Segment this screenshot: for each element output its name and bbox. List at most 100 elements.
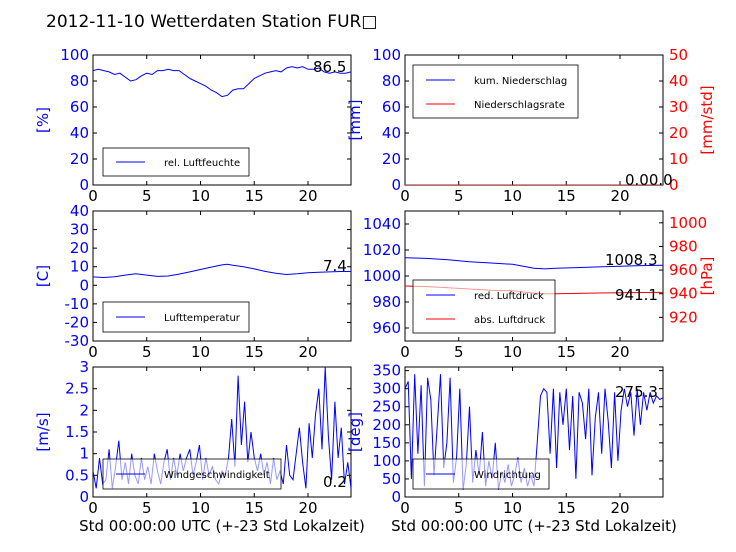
legend-box — [412, 279, 556, 334]
x-tick-label: 15 — [245, 499, 264, 517]
chart-panel-p5: 0 5 10 15 20 0 0.5 1 1.5 2 2.5 3 [m/s] Std 00:00:00 U… — [34, 358, 365, 535]
x-tick-label: 0 — [400, 499, 410, 517]
y2-tick-label: 0 — [669, 176, 679, 194]
y-tick-label: 150 — [372, 434, 401, 452]
x-tick-label: 20 — [298, 499, 317, 517]
value-annotation: 1008.3 — [605, 251, 658, 269]
value-annotation: 941.1 — [615, 286, 658, 304]
legend-box — [412, 64, 579, 119]
legend-label: rel. Luftfeuchte — [164, 158, 240, 169]
y2-tick-label: 1000 — [669, 214, 707, 232]
x-tick-label: 20 — [610, 499, 629, 517]
y2-tick-label: 10 — [669, 150, 688, 168]
x-tick-label: 10 — [503, 187, 522, 205]
y-tick-label: 20 — [70, 150, 89, 168]
y2-tick-label: 50 — [669, 46, 688, 64]
y-tick-label: 0 — [79, 176, 89, 194]
y-tick-label: 0.5 — [65, 466, 89, 484]
x-tick-label: 10 — [503, 499, 522, 517]
legend: rel. Luftfeuchte — [102, 147, 250, 177]
x-tick-label: 20 — [298, 187, 317, 205]
series-line — [405, 257, 663, 270]
y-tick-label: 0 — [79, 488, 89, 506]
x-tick-label: 5 — [454, 187, 464, 205]
x-tick-label: 15 — [557, 499, 576, 517]
y-tick-label: -10 — [65, 295, 90, 313]
x-tick-label: 10 — [503, 343, 522, 361]
x-tick-label: 5 — [142, 187, 152, 205]
y-tick-label: 60 — [70, 98, 89, 116]
x-tick-label: 5 — [142, 343, 152, 361]
y-tick-label: 200 — [372, 416, 401, 434]
y-tick-label: 350 — [372, 362, 401, 380]
y2-axis-label: [hPa] — [698, 257, 716, 296]
x-tick-label: 10 — [191, 187, 210, 205]
x-tick-label: 0 — [400, 343, 410, 361]
y2-tick-label: 40 — [669, 72, 688, 90]
x-tick-label: 5 — [454, 499, 464, 517]
legend: Windgeschwindigkeit — [102, 458, 282, 490]
value-annotation: 275.3 — [615, 383, 658, 401]
figure-title: 2012-11-10 Wetterdaten Station FUR□ — [46, 12, 377, 32]
x-tick-label: 0 — [88, 187, 98, 205]
legend-box — [102, 147, 250, 177]
value-annotation: 0.00.0 — [625, 171, 673, 189]
y2-tick-label: 980 — [669, 237, 698, 255]
series-line — [93, 66, 351, 98]
y2-tick-label: 30 — [669, 98, 688, 116]
y-tick-label: 40 — [382, 124, 401, 142]
x-tick-label: 15 — [557, 343, 576, 361]
value-annotation: 0.2 — [323, 473, 347, 491]
x-tick-label: 15 — [245, 187, 264, 205]
y-tick-label: 10 — [70, 258, 89, 276]
x-tick-label: 15 — [245, 343, 264, 361]
y-tick-label: 1 — [79, 445, 89, 463]
x-tick-label: 5 — [454, 343, 464, 361]
y-tick-label: 80 — [70, 72, 89, 90]
x-tick-label: 20 — [298, 343, 317, 361]
y-tick-label: 1.5 — [65, 423, 89, 441]
y-tick-label: -20 — [65, 313, 90, 331]
y-tick-label: 1020 — [363, 241, 401, 259]
y-tick-label: 60 — [382, 98, 401, 116]
x-tick-label: 0 — [400, 187, 410, 205]
legend: Windrichtung — [412, 458, 550, 490]
chart-panel-p3: 0 5 10 15 20-30-20-10010203040[C]Lufttempera… — [34, 202, 352, 361]
y-tick-label: 40 — [70, 202, 89, 220]
y-tick-label: 0 — [391, 176, 401, 194]
legend-label: abs. Luftdruck — [474, 315, 545, 326]
y2-tick-label: 940 — [669, 285, 698, 303]
y-tick-label: 2 — [79, 401, 89, 419]
legend-label: kum. Niederschlag — [474, 76, 567, 87]
y-tick-label: 960 — [372, 319, 401, 337]
y-tick-label: 3 — [79, 358, 89, 376]
y-tick-label: 20 — [382, 150, 401, 168]
value-annotation: 86.5 — [313, 58, 346, 76]
x-tick-label: 0 — [88, 499, 98, 517]
x-tick-label: 0 — [88, 343, 98, 361]
legend-label: Niederschlagsrate — [474, 100, 565, 111]
y-axis-label: [mm] — [346, 100, 364, 141]
legend: Lufttemperatur — [102, 301, 250, 333]
y-tick-label: 40 — [70, 124, 89, 142]
x-axis-label: Std 00:00:00 UTC (+-23 Std Lokalzeit) — [391, 517, 677, 535]
y2-axis-label: [mm/std] — [698, 85, 716, 154]
y-axis-label: [%] — [34, 107, 52, 133]
y-tick-label: 1040 — [363, 215, 401, 233]
x-tick-label: 20 — [610, 187, 629, 205]
y-tick-label: -30 — [65, 332, 90, 350]
y-tick-label: 980 — [372, 293, 401, 311]
y-tick-label: 100 — [372, 46, 401, 64]
legend: kum. Niederschlag Niederschlagsrate — [412, 64, 579, 119]
x-tick-label: 5 — [142, 499, 152, 517]
x-tick-label: 10 — [191, 499, 210, 517]
legend-label: Windgeschwindigkeit — [164, 470, 270, 481]
y-axis-label: [deg] — [346, 412, 364, 452]
chart-panel-p1: 0 5 10 15 20 0 20 40 60 80 100 [%] rel. Luftfeuchte 8… — [34, 46, 352, 205]
y-tick-label: 50 — [382, 470, 401, 488]
y-tick-label: 30 — [70, 221, 89, 239]
chart-panel-p2: 0 5 10 15 20 0 20 40 60 80 100 0 10 20 30 40 50 [mm] [mm/s… — [346, 46, 716, 205]
y-tick-label: 1000 — [363, 267, 401, 285]
